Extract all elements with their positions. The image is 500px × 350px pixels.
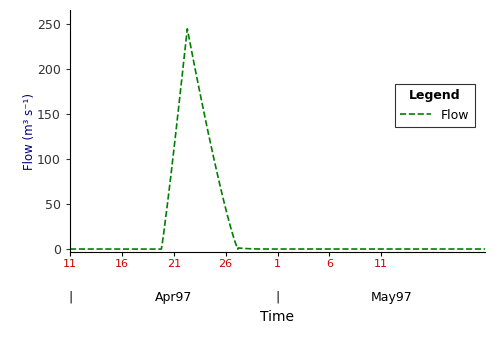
Text: May97: May97 (371, 291, 412, 304)
Legend: Flow: Flow (395, 84, 474, 127)
Text: |: | (68, 291, 72, 304)
Y-axis label: Flow (m³ s⁻¹): Flow (m³ s⁻¹) (22, 93, 36, 170)
Text: Apr97: Apr97 (155, 291, 192, 304)
Text: |: | (276, 291, 280, 304)
Text: Time: Time (260, 310, 294, 324)
